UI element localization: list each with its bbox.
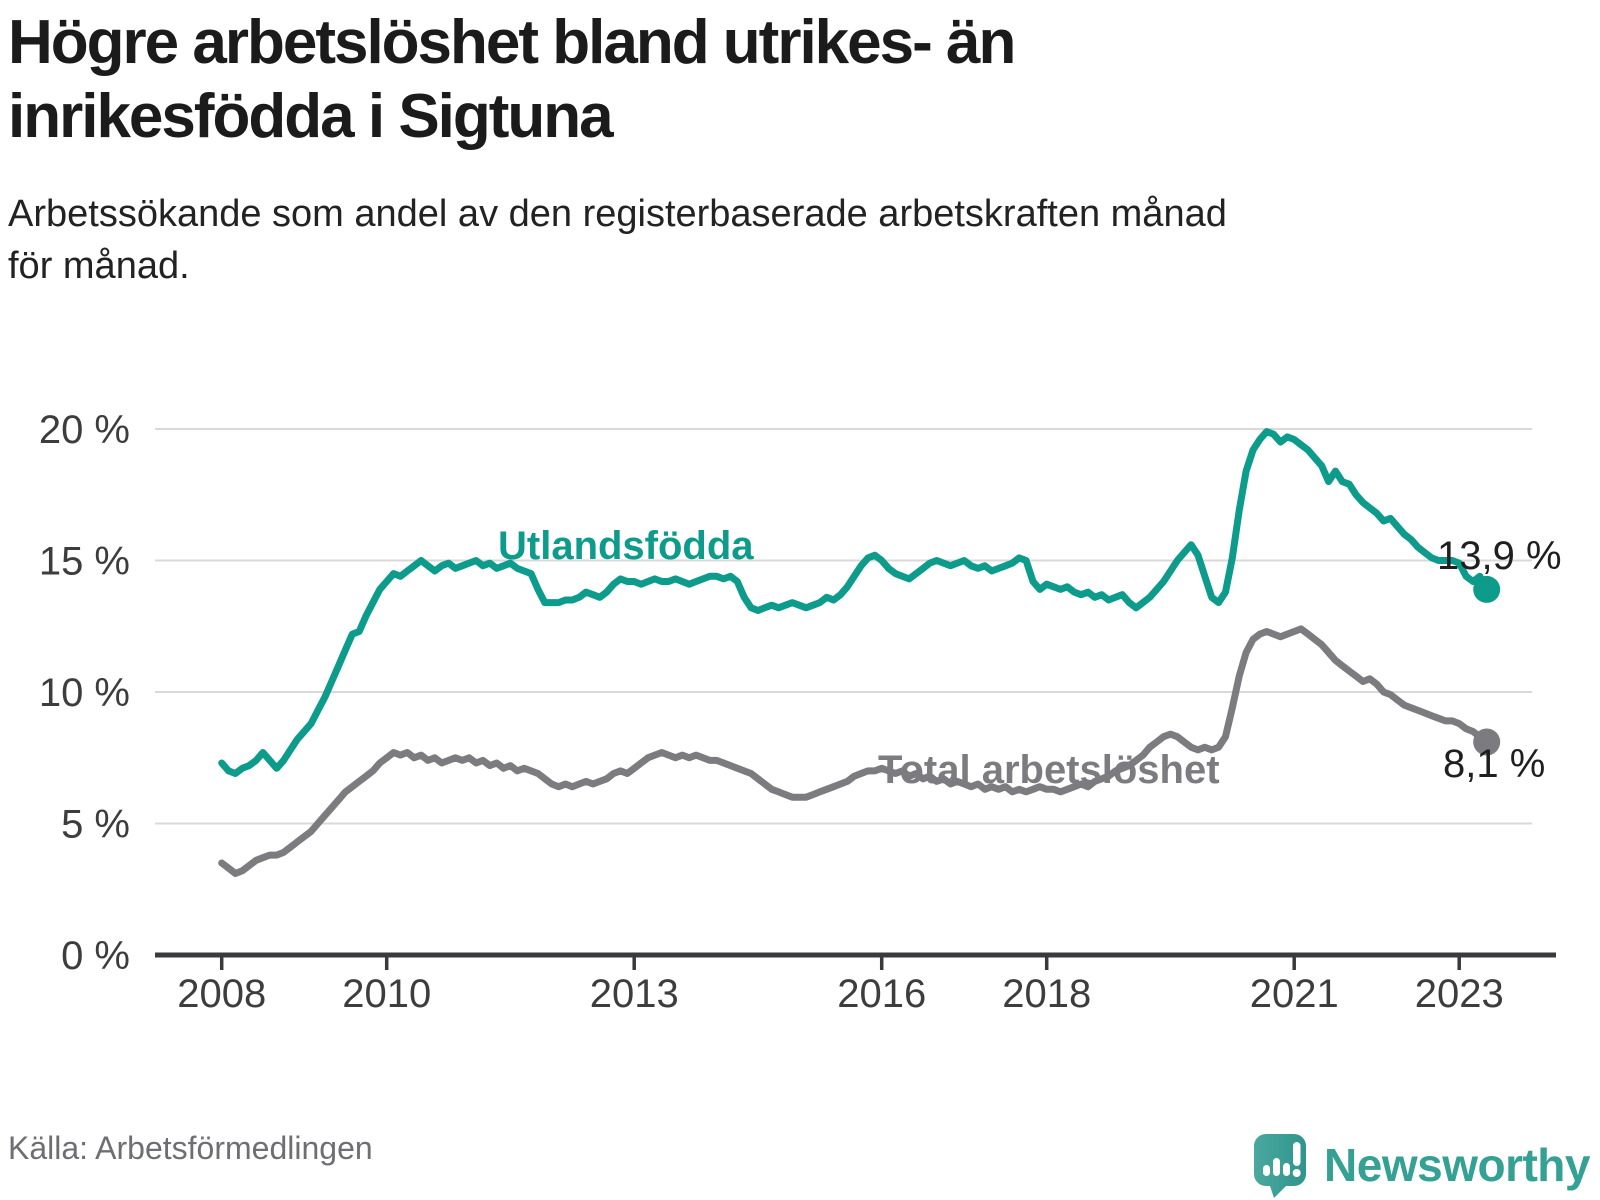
page-title: Högre arbetslöshet bland utrikes- än inr… (8, 6, 1568, 155)
newsworthy-logo: Newsworthy (1252, 1132, 1590, 1198)
x-axis-label: 2016 (837, 972, 926, 1016)
newsworthy-chart-bubble-icon (1254, 1134, 1307, 1198)
x-axis-label: 2008 (177, 972, 266, 1016)
series-label-total-arbetsloshet: Total arbetslöshet (878, 748, 1220, 792)
x-axis-tick (219, 957, 224, 970)
end-value-label-total: 8,1 % (1443, 742, 1546, 786)
y-axis-label: 0 % (61, 934, 130, 978)
x-axis-label: 2013 (590, 972, 679, 1016)
x-axis-tick (1457, 957, 1461, 970)
y-axis-label: 10 % (39, 671, 130, 715)
x-axis-label: 2018 (1002, 972, 1091, 1016)
series-label-utlandsfodda: Utlandsfödda (498, 524, 754, 568)
end-value-label-utlandsfodda: 13,9 % (1437, 534, 1562, 578)
x-axis-tick (384, 957, 389, 970)
series-line-total (218, 625, 1491, 877)
x-axis-tick (1044, 957, 1049, 970)
series-line-utlandsfodda (218, 428, 1491, 777)
x-axis-tick (632, 957, 636, 970)
x-axis-tick (1292, 957, 1296, 970)
source-credit: Källa: Arbetsförmedlingen (8, 1130, 373, 1166)
y-axis-label: 20 % (39, 408, 130, 452)
series-end-dot-total (1473, 728, 1501, 756)
x-axis-tick (879, 957, 884, 970)
title-line-2: inrikesfödda i Sigtuna (8, 82, 614, 152)
newsworthy-brand-text: Newsworthy (1324, 1139, 1590, 1191)
title-line-1: Högre arbetslöshet bland utrikes- än (8, 8, 1016, 77)
y-axis-label: 5 % (61, 803, 130, 847)
chart-subtitle: Arbetssökande som andel av den registerb… (8, 188, 1588, 293)
x-axis-label: 2021 (1250, 972, 1339, 1016)
subtitle-line-1: Arbetssökande som andel av den registerb… (8, 193, 1227, 235)
x-axis-line (155, 952, 1556, 958)
subtitle-line-2: för månad. (8, 245, 190, 288)
x-axis-label: 2010 (342, 972, 431, 1016)
series-end-dot-utlandsfodda (1473, 575, 1501, 603)
x-axis-label: 2023 (1415, 972, 1504, 1016)
y-axis-label: 15 % (39, 540, 130, 584)
